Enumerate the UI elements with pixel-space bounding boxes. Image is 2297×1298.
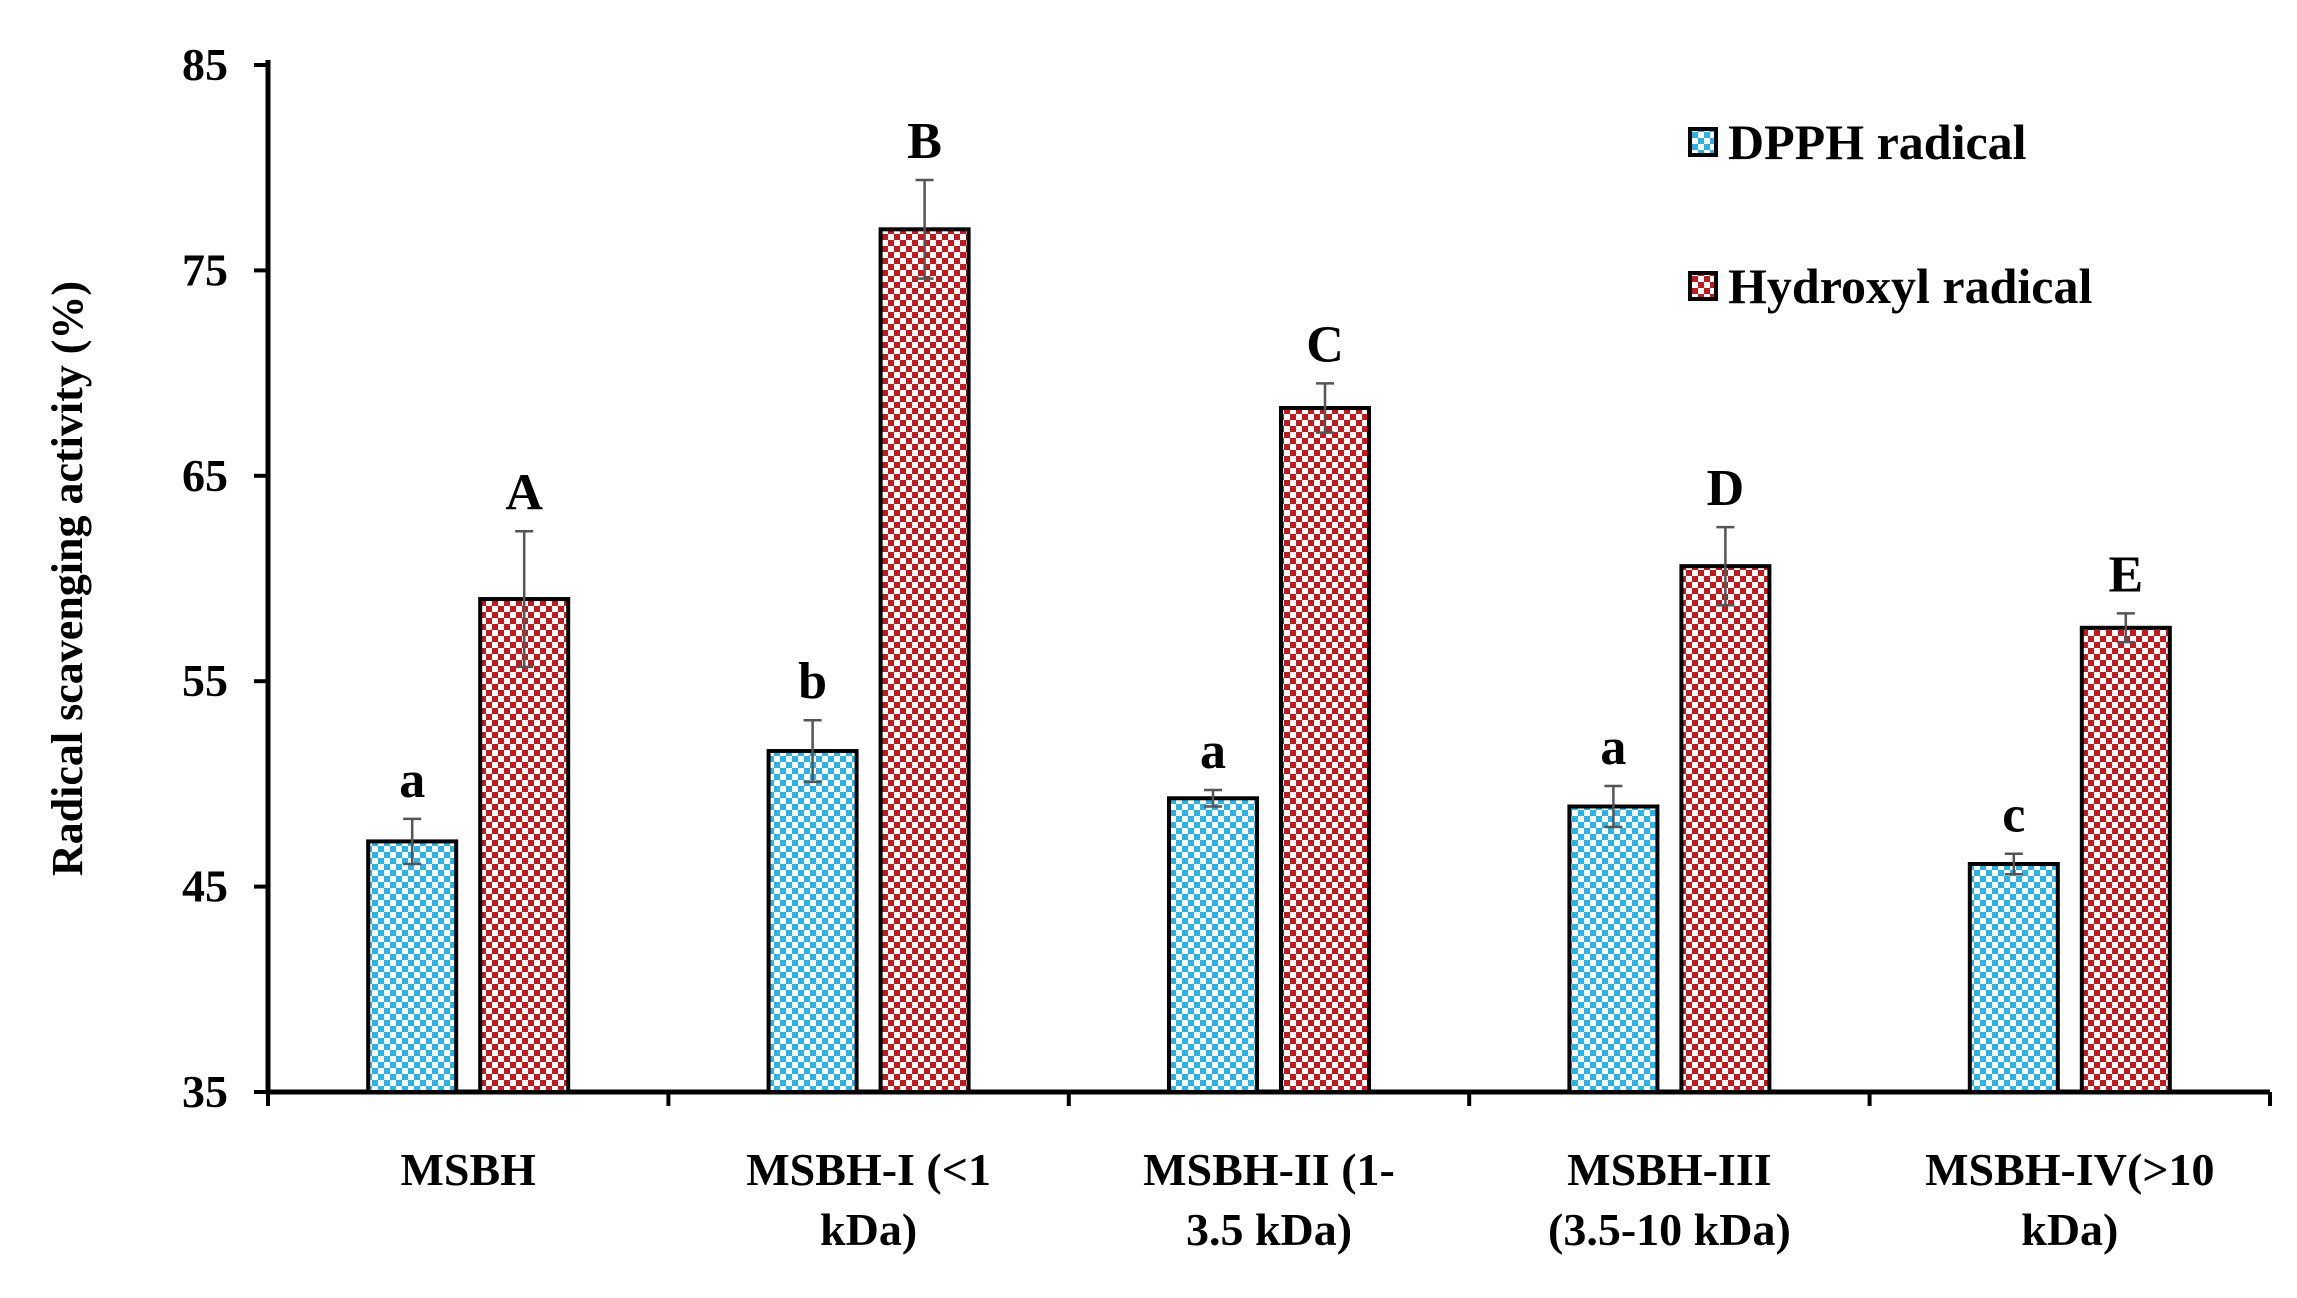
legend-swatch-dpph <box>1688 127 1718 157</box>
labels: a A MSBH b B MSBH-I (<1 kDa) a C MSBH-II (1- 3.5 k… <box>399 113 2214 1255</box>
significance-letter-hydroxyl-1: A <box>505 464 543 521</box>
category-label-3: MSBH-II (1- <box>1143 1144 1395 1195</box>
y-tick-label: 85 <box>182 39 228 90</box>
y-tick-label: 75 <box>182 244 228 295</box>
significance-letter-dpph-2: b <box>798 653 827 710</box>
category-label-5: kDa) <box>2021 1204 2118 1255</box>
category-label-2: MSBH-I (<1 <box>746 1144 991 1195</box>
bar-dpph-1 <box>366 839 459 1094</box>
legend-label-dpph: DPPH radical <box>1728 114 2027 170</box>
y-axis-title-group: Radical scavenging activity (%) <box>43 281 92 876</box>
significance-letter-hydroxyl-4: D <box>1707 460 1745 517</box>
bar-hydroxyl-2 <box>878 227 971 1094</box>
category-label-1: MSBH <box>400 1144 536 1195</box>
y-tick-label: 45 <box>182 861 228 912</box>
bar-dpph-4 <box>1567 804 1660 1095</box>
legend-swatch-hydroxyl <box>1688 271 1718 301</box>
significance-letter-dpph-4: a <box>1600 719 1626 776</box>
bar-dpph-2 <box>766 749 859 1094</box>
category-label-4: MSBH-III <box>1567 1144 1771 1195</box>
significance-letter-dpph-5: c <box>2002 787 2025 844</box>
category-label-4: (3.5-10 kDa) <box>1548 1204 1791 1255</box>
y-tick-label: 55 <box>182 655 228 706</box>
legend-label-hydroxyl: Hydroxyl radical <box>1728 258 2092 314</box>
bar-hydroxyl-3 <box>1279 406 1371 1094</box>
bar-hydroxyl-1 <box>478 597 571 1094</box>
y-axis-title: Radical scavenging activity (%) <box>43 281 92 876</box>
bars <box>366 178 2172 1095</box>
significance-letter-hydroxyl-5: E <box>2108 546 2143 603</box>
significance-letter-dpph-1: a <box>399 752 425 809</box>
significance-letter-hydroxyl-2: B <box>907 113 942 170</box>
axes: 35 45 55 65 75 85 <box>182 39 2272 1117</box>
category-label-2: kDa) <box>820 1204 917 1255</box>
category-label-3: 3.5 kDa) <box>1186 1204 1352 1255</box>
bar-hydroxyl-5 <box>2079 625 2172 1095</box>
significance-letter-dpph-3: a <box>1200 723 1226 780</box>
y-tick-label: 65 <box>182 450 228 501</box>
significance-letter-hydroxyl-3: C <box>1306 316 1344 373</box>
category-label-5: MSBH-IV(>10 <box>1925 1144 2214 1195</box>
bar-hydroxyl-4 <box>1679 564 1772 1094</box>
bar-dpph-5 <box>1967 862 2060 1094</box>
legend: DPPH radical Hydroxyl radical <box>1688 114 2092 314</box>
bar-dpph-3 <box>1167 796 1259 1094</box>
y-tick-label: 35 <box>182 1066 228 1117</box>
